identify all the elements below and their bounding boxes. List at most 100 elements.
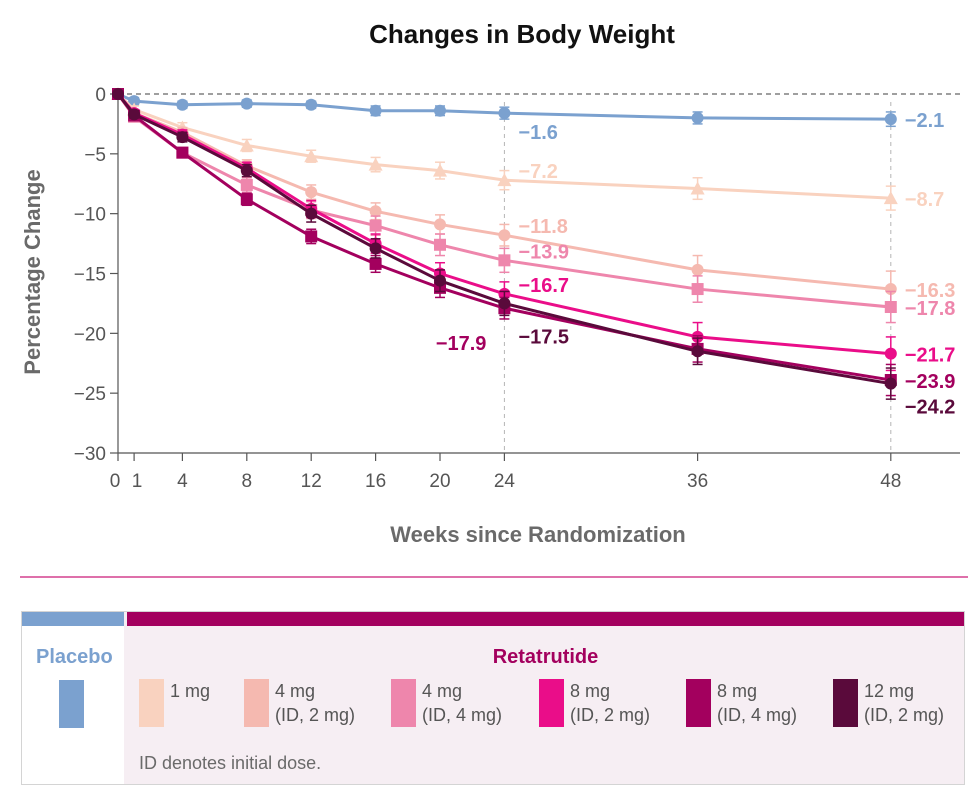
data-point xyxy=(239,138,254,152)
x-tick-label: 24 xyxy=(494,471,516,492)
y-tick-label: −30 xyxy=(74,444,106,465)
data-point xyxy=(883,191,898,205)
data-point xyxy=(176,131,189,144)
data-point xyxy=(434,238,446,251)
data-point xyxy=(691,111,704,124)
y-axis-label: Percentage Change xyxy=(20,169,45,374)
data-point xyxy=(240,193,253,206)
x-tick-label: 16 xyxy=(365,471,386,492)
data-point xyxy=(369,205,382,218)
y-tick-label: −10 xyxy=(74,205,106,226)
data-label: −7.2 xyxy=(518,161,557,183)
data-point xyxy=(884,347,897,360)
legend-swatch xyxy=(539,679,564,727)
data-point xyxy=(498,297,511,310)
data-label: −17.9 xyxy=(436,333,487,355)
chart-title: Changes in Body Weight xyxy=(369,19,675,49)
data-point xyxy=(369,242,382,255)
x-tick-label: 8 xyxy=(242,471,253,492)
data-point xyxy=(240,164,253,177)
data-point xyxy=(305,98,318,111)
legend-dose: 1 mg xyxy=(170,681,211,701)
data-point xyxy=(497,173,512,187)
x-tick-label: 12 xyxy=(301,471,322,492)
series-line xyxy=(116,92,891,200)
data-label: −11.8 xyxy=(518,216,568,238)
legend-swatch xyxy=(139,679,164,727)
data-label: −16.7 xyxy=(518,275,569,297)
data-point xyxy=(884,377,897,390)
data-point xyxy=(128,95,141,108)
data-label: −2.1 xyxy=(905,110,944,132)
legend-initial-dose: (ID, 2 mg) xyxy=(864,705,945,725)
x-tick-label: 4 xyxy=(177,471,188,492)
legend-swatch xyxy=(686,679,711,727)
y-tick-label: 0 xyxy=(95,85,106,106)
series-r12 xyxy=(112,88,897,400)
data-point xyxy=(691,263,704,276)
data-point xyxy=(368,157,383,171)
x-tick-label: 1 xyxy=(132,471,143,492)
series-line xyxy=(116,93,892,386)
data-point xyxy=(884,301,897,314)
data-label: −17.8 xyxy=(905,298,956,320)
legend-dose: 8 mg xyxy=(717,681,758,701)
legend-initial-dose: (ID, 2 mg) xyxy=(570,705,651,725)
x-tick-label: 20 xyxy=(429,471,450,492)
data-point xyxy=(434,274,446,287)
data-label: −21.7 xyxy=(905,345,956,367)
data-point xyxy=(240,97,253,110)
retatrutide-header-bar xyxy=(127,612,964,626)
legend-swatch xyxy=(391,679,416,727)
legend-swatch xyxy=(244,679,269,727)
legend-initial-dose: (ID, 2 mg) xyxy=(275,705,356,725)
placebo-header-bar xyxy=(22,612,124,626)
x-tick-label: 48 xyxy=(880,471,901,492)
legend-note: ID denotes initial dose. xyxy=(139,753,322,773)
legend-swatch xyxy=(833,679,858,727)
series-r4a xyxy=(112,88,897,308)
y-tick-label: −25 xyxy=(74,384,106,405)
data-point xyxy=(434,218,446,231)
data-label: −16.3 xyxy=(905,280,956,302)
x-tick-label: 36 xyxy=(687,471,708,492)
data-point xyxy=(305,207,318,220)
data-label: −1.6 xyxy=(518,122,557,144)
data-point xyxy=(691,345,704,358)
data-point xyxy=(691,283,704,296)
data-point xyxy=(128,108,141,121)
data-point xyxy=(369,219,382,232)
data-point xyxy=(240,178,253,191)
retatrutide-title: Retatrutide xyxy=(492,646,599,668)
y-tick-label: −5 xyxy=(84,145,106,166)
data-point xyxy=(369,257,382,270)
data-label: −8.7 xyxy=(905,189,944,211)
y-tick-label: −20 xyxy=(74,324,106,345)
data-point xyxy=(304,149,319,163)
data-point xyxy=(884,113,897,126)
data-point xyxy=(369,104,382,117)
y-tick-label: −15 xyxy=(74,265,106,286)
placebo-swatch xyxy=(59,680,84,728)
data-label: −23.9 xyxy=(905,371,956,393)
data-point xyxy=(498,229,511,242)
data-point xyxy=(112,88,124,100)
legend-dose: 8 mg xyxy=(570,681,611,701)
data-point xyxy=(305,186,318,199)
body-weight-chart: Changes in Body Weight 0 −5 −10 −15 −20 −25 −3… xyxy=(20,19,968,578)
legend-dose: 12 mg xyxy=(864,681,915,701)
legend: Placebo Retatrutide 1 mg 4 mg (ID, 2 mg) … xyxy=(21,611,965,785)
data-label: −13.9 xyxy=(518,241,569,263)
legend-initial-dose: (ID, 4 mg) xyxy=(422,705,503,725)
data-point xyxy=(434,104,446,117)
data-point xyxy=(433,163,447,177)
placebo-title: Placebo xyxy=(36,646,113,668)
data-point xyxy=(498,254,511,267)
x-tick-label: 0 xyxy=(110,471,121,492)
legend-initial-dose: (ID, 4 mg) xyxy=(717,705,798,725)
data-point xyxy=(690,181,705,195)
data-point xyxy=(498,107,511,120)
legend-dose: 4 mg xyxy=(275,681,316,701)
series-line xyxy=(116,93,891,356)
data-point xyxy=(305,230,318,243)
